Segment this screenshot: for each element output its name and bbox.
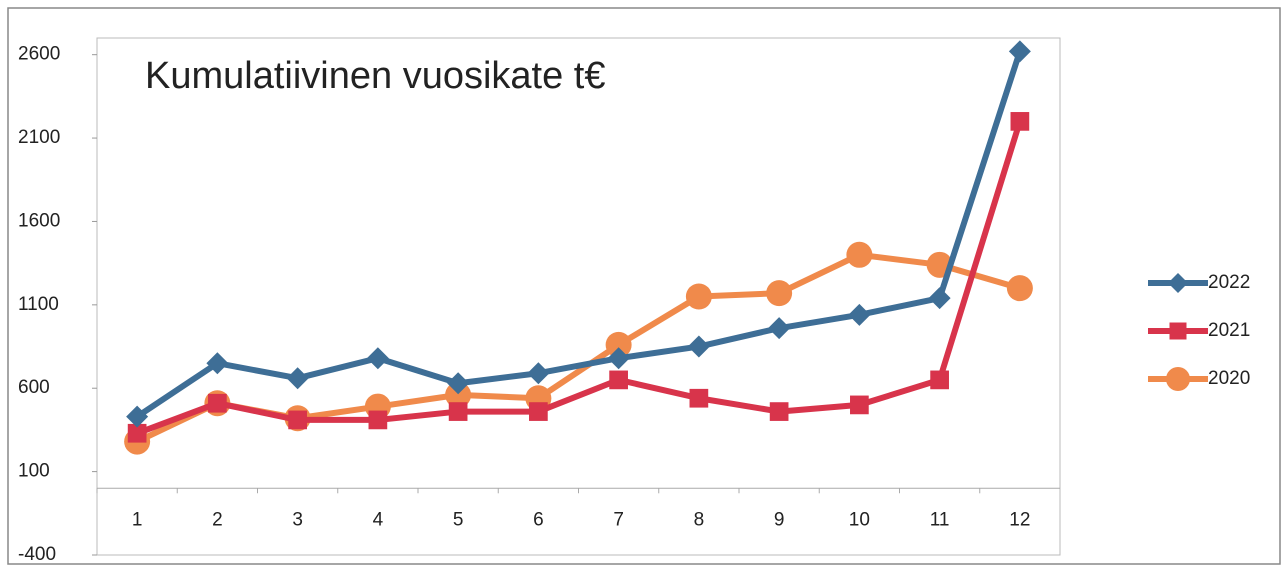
chart-frame xyxy=(7,7,1281,565)
legend-label: 2021 xyxy=(1208,320,1250,341)
marker-diamond xyxy=(1008,40,1031,63)
x-tick-label: 4 xyxy=(373,509,384,530)
marker-circle xyxy=(1166,367,1190,391)
x-tick-label: 6 xyxy=(533,509,544,530)
marker-diamond xyxy=(126,405,149,428)
marker-circle xyxy=(685,283,712,310)
plot-area xyxy=(96,37,1061,556)
y-tick-label: 1100 xyxy=(18,294,59,315)
marker-square xyxy=(609,370,628,390)
chart-title: Kumulatiivinen vuosikate t€ xyxy=(145,55,605,97)
y-tick-label: 100 xyxy=(18,461,50,482)
marker-square xyxy=(368,410,388,430)
x-tick-label: 12 xyxy=(1009,509,1030,530)
marker-circle xyxy=(766,280,793,307)
marker-diamond xyxy=(366,347,389,370)
marker-circle xyxy=(605,331,632,358)
marker-square xyxy=(529,402,548,421)
marker-square xyxy=(208,393,227,413)
marker-diamond xyxy=(447,372,470,395)
x-tick-label: 10 xyxy=(849,509,870,530)
y-tick-label: 1600 xyxy=(18,210,60,231)
marker-diamond xyxy=(206,352,229,375)
y-tick-label: 600 xyxy=(18,377,50,398)
marker-circle xyxy=(445,381,472,408)
marker-circle xyxy=(1006,275,1033,302)
series-line xyxy=(135,50,1023,420)
legend-label: 2022 xyxy=(1208,272,1250,293)
marker-square xyxy=(769,402,789,421)
y-tick-label: 2600 xyxy=(18,44,60,65)
x-tick-label: 7 xyxy=(613,509,624,530)
x-tick-label: 2 xyxy=(212,509,223,530)
x-tick-label: 9 xyxy=(774,509,785,530)
marker-square xyxy=(689,388,709,408)
marker-diamond xyxy=(768,317,791,340)
marker-circle xyxy=(846,241,873,268)
marker-diamond xyxy=(687,335,710,358)
marker-square xyxy=(1169,322,1187,340)
marker-diamond xyxy=(286,367,309,390)
marker-square xyxy=(930,370,949,390)
marker-diamond xyxy=(848,303,871,326)
legend-label: 2020 xyxy=(1208,368,1250,389)
y-tick-label: 2100 xyxy=(18,127,60,148)
marker-square xyxy=(850,395,869,415)
marker-diamond xyxy=(527,362,550,385)
series-line xyxy=(136,120,1023,437)
marker-square xyxy=(1010,112,1030,131)
marker-diamond xyxy=(1168,273,1188,293)
x-tick-label: 11 xyxy=(930,509,950,530)
x-tick-label: 5 xyxy=(453,509,464,530)
y-tick-label: -400 xyxy=(18,544,56,565)
marker-square xyxy=(448,402,468,421)
marker-square xyxy=(127,423,147,443)
marker-square xyxy=(288,410,307,430)
marker-diamond xyxy=(607,347,630,370)
marker-diamond xyxy=(928,287,951,310)
x-tick-label: 1 xyxy=(132,509,143,530)
x-tick-label: 3 xyxy=(292,509,303,530)
x-tick-label: 8 xyxy=(694,509,705,530)
